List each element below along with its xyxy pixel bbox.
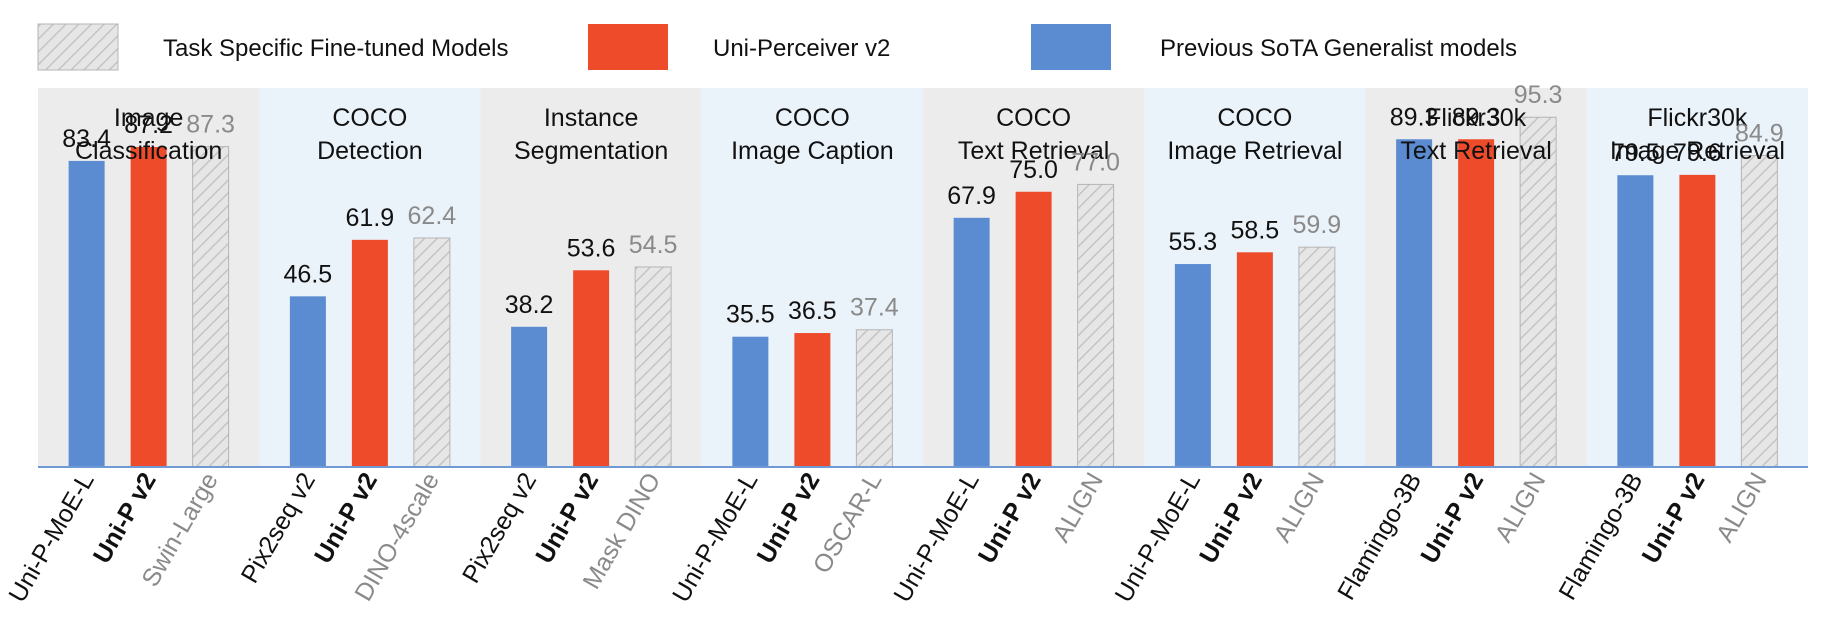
value-label: 79.5 [1611,139,1660,167]
value-label: 89.3 [1452,103,1501,131]
bar-flickr30k-text-retrieval-align [1519,116,1557,468]
panel-title-coco-text-retrieval: Text Retrieval [958,137,1109,165]
bar-flickr30k-image-retrieval-align [1740,154,1778,468]
panel-title-image-classification: Classification [75,137,222,165]
category-label: ALIGN [1268,468,1330,547]
category-label: Pix2seq v2 [236,468,321,588]
bar-coco-image-retrieval-uni-p-moe-l [1174,264,1211,467]
legend-label-fine-tuned: Task Specific Fine-tuned Models [163,35,509,62]
category-label: Uni-P-MoE-L [3,468,100,607]
value-label: 67.9 [947,182,996,210]
panel-title-flickr30k-image-retrieval: Flickr30k [1647,104,1748,132]
value-label: 37.4 [850,294,899,322]
panel-title-flickr30k-text-retrieval: Flickr30k [1426,104,1527,132]
panel-title-image-classification: Image [114,104,183,132]
category-label: ALIGN [1711,468,1773,547]
panel-title-coco-image-caption: COCO [775,104,850,132]
bar-coco-text-retrieval-uni-p-v2 [1015,191,1052,467]
panel-title-instance-segmentation: Segmentation [514,137,668,165]
value-label: 83.4 [62,125,111,153]
panel-title-instance-segmentation: Instance [544,104,639,132]
value-label: 87.2 [124,111,173,139]
value-label: 38.2 [505,291,554,319]
bar-coco-image-retrieval-uni-p-v2 [1236,252,1273,467]
category-label: Uni-P-MoE-L [1110,468,1207,607]
value-label: 53.6 [567,234,616,262]
bar-flickr30k-image-retrieval-uni-p-v2 [1679,174,1716,468]
value-label: 54.5 [629,231,678,259]
bar-flickr30k-image-retrieval-flamingo-3b [1617,175,1654,468]
value-label: 62.4 [408,202,457,230]
bar-flickr30k-text-retrieval-uni-p-v2 [1458,139,1495,468]
value-label: 89.3 [1390,103,1439,131]
value-label: 59.9 [1293,211,1342,239]
bar-flickr30k-text-retrieval-flamingo-3b [1396,139,1433,468]
bar-coco-detection-uni-p-v2 [351,239,388,467]
bar-coco-image-caption-uni-p-moe-l [732,336,769,467]
legend-swatch-generalist [1031,24,1111,70]
category-label: ALIGN [1047,468,1109,547]
bar-coco-image-retrieval-align [1298,246,1336,468]
value-label: 75.0 [1009,156,1058,184]
bar-coco-detection-pix2seq-v2 [289,296,326,467]
value-label: 61.9 [346,204,395,232]
legend-swatch-uni-perceiver [588,24,668,70]
panel-title-coco-image-retrieval: COCO [1217,104,1292,132]
panel-title-flickr30k-image-retrieval: Image Retrieval [1610,137,1785,165]
bar-coco-detection-dino-4scale [413,237,451,468]
bar-coco-text-retrieval-align [1077,183,1115,468]
value-label: 46.5 [284,260,333,288]
bar-instance-segmentation-pix2seq-v2 [511,326,548,467]
value-label: 77.0 [1071,148,1120,176]
panel-title-coco-text-retrieval: COCO [996,104,1071,132]
category-label: Flamingo-3B [1332,468,1427,605]
panel-title-coco-detection: COCO [332,104,407,132]
value-label: 58.5 [1231,216,1280,244]
panel-title-coco-image-caption: Image Caption [731,137,894,165]
value-label: 79.6 [1673,139,1722,167]
value-label: 36.5 [788,297,837,325]
value-label: 35.5 [726,301,775,329]
bar-coco-text-retrieval-uni-p-moe-l [953,217,990,467]
category-label: Flamingo-3B [1553,468,1648,605]
value-label: 55.3 [1169,228,1218,256]
category-label: Uni-P-MoE-L [888,468,985,607]
value-label: 95.3 [1514,81,1563,109]
bar-coco-image-caption-oscar-l [855,329,893,468]
category-label: Uni-P-MoE-L [667,468,764,607]
bar-image-classification-swin-large [192,146,230,468]
legend: Task Specific Fine-tuned Models Uni-Perc… [37,23,1517,71]
legend-label-generalist: Previous SoTA Generalist models [1160,35,1517,62]
bars [68,116,1778,468]
panel-title-coco-detection: Detection [317,137,423,165]
value-label: 84.9 [1735,119,1784,147]
bar-image-classification-uni-p-v2 [130,146,167,467]
legend-label-uni-perceiver: Uni-Perceiver v2 [713,35,890,62]
value-label: 87.3 [186,111,235,139]
bar-coco-image-caption-uni-p-v2 [794,333,831,467]
bar-instance-segmentation-uni-p-v2 [573,270,610,467]
bar-instance-segmentation-mask-dino [634,266,672,468]
panel-title-coco-image-retrieval: Image Retrieval [1167,137,1342,165]
category-label: Pix2seq v2 [457,468,542,588]
bar-image-classification-uni-p-moe-l [68,160,105,467]
category-label: ALIGN [1490,468,1552,547]
legend-swatch-fine-tuned [37,23,119,71]
panel-title-flickr30k-text-retrieval: Text Retrieval [1400,137,1551,165]
